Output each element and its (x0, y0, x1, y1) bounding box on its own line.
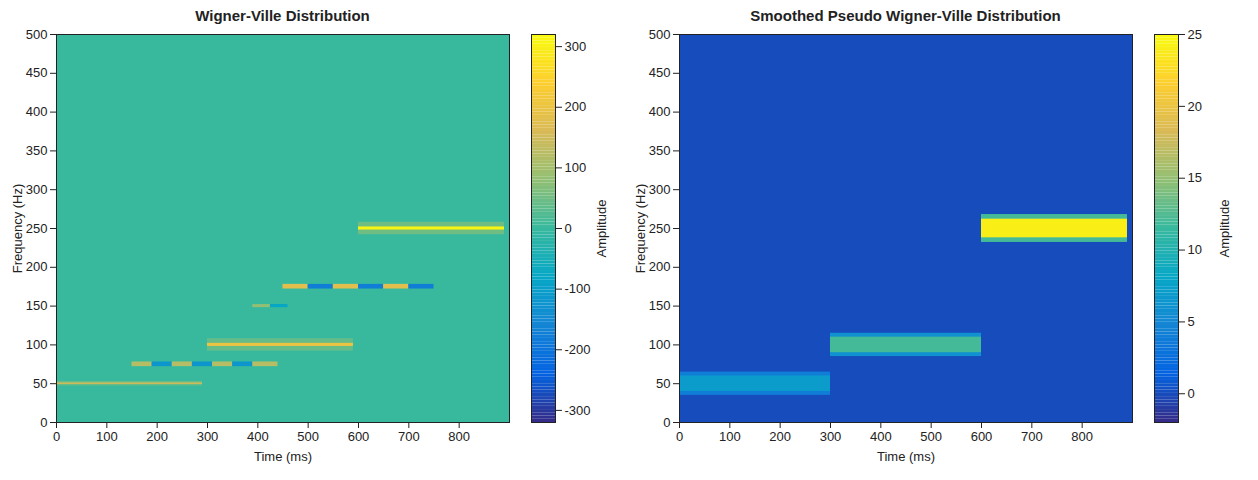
svg-text:250: 250 (649, 221, 671, 236)
svg-text:Amplitude: Amplitude (1217, 200, 1232, 258)
svg-text:100: 100 (649, 337, 671, 352)
svg-text:200: 200 (565, 99, 587, 114)
svg-text:700: 700 (1021, 429, 1043, 444)
svg-text:500: 500 (649, 27, 671, 42)
svg-text:350: 350 (26, 143, 48, 158)
svg-text:50: 50 (656, 376, 670, 391)
svg-text:500: 500 (26, 27, 48, 42)
svg-text:450: 450 (649, 65, 671, 80)
svg-text:200: 200 (146, 429, 168, 444)
svg-text:0: 0 (53, 429, 60, 444)
svg-text:250: 250 (26, 221, 48, 236)
svg-text:25: 25 (1188, 27, 1202, 42)
svg-text:700: 700 (398, 429, 420, 444)
svg-text:0: 0 (40, 415, 47, 430)
svg-text:800: 800 (448, 429, 470, 444)
svg-text:500: 500 (297, 429, 319, 444)
svg-text:-300: -300 (565, 403, 591, 418)
svg-text:400: 400 (247, 429, 269, 444)
svg-text:15: 15 (1188, 170, 1202, 185)
svg-text:400: 400 (26, 104, 48, 119)
svg-text:300: 300 (26, 182, 48, 197)
svg-text:300: 300 (565, 39, 587, 54)
html-text:Smoothed Pseudo Wigner-Ville D: Smoothed Pseudo Wigner-Ville Distributio… (750, 7, 1061, 24)
svg-text:0: 0 (676, 429, 683, 444)
svg-text:100: 100 (565, 160, 587, 175)
svg-text:200: 200 (26, 259, 48, 274)
svg-text:600: 600 (971, 429, 993, 444)
svg-text:150: 150 (26, 298, 48, 313)
svg-text:10: 10 (1188, 242, 1202, 257)
svg-text:300: 300 (820, 429, 842, 444)
svg-text:0: 0 (1188, 386, 1195, 401)
svg-text:100: 100 (719, 429, 741, 444)
svg-text:Amplitude: Amplitude (594, 200, 609, 258)
svg-text:150: 150 (649, 298, 671, 313)
svg-text:Frequency (Hz): Frequency (Hz) (633, 184, 648, 274)
svg-text:800: 800 (1071, 429, 1093, 444)
svg-text:Time (ms): Time (ms) (254, 449, 312, 464)
svg-text:0: 0 (565, 221, 572, 236)
svg-text:500: 500 (920, 429, 942, 444)
svg-text:300: 300 (649, 182, 671, 197)
svg-text:5: 5 (1188, 314, 1195, 329)
svg-text:450: 450 (26, 65, 48, 80)
svg-text:0: 0 (663, 415, 670, 430)
svg-text:-200: -200 (565, 342, 591, 357)
svg-text:50: 50 (33, 376, 47, 391)
svg-text:200: 200 (649, 259, 671, 274)
svg-text:600: 600 (348, 429, 370, 444)
svg-text:Frequency (Hz): Frequency (Hz) (10, 184, 25, 274)
svg-text:400: 400 (649, 104, 671, 119)
svg-text:20: 20 (1188, 99, 1202, 114)
svg-text:300: 300 (197, 429, 219, 444)
svg-text:400: 400 (870, 429, 892, 444)
svg-text:Time (ms): Time (ms) (877, 449, 935, 464)
svg-text:100: 100 (26, 337, 48, 352)
html-text:Wigner-Ville Distribution: Wigner-Ville Distribution (195, 7, 370, 24)
svg-text:350: 350 (649, 143, 671, 158)
svg-text:100: 100 (96, 429, 118, 444)
svg-text:200: 200 (769, 429, 791, 444)
svg-text:-100: -100 (565, 281, 591, 296)
